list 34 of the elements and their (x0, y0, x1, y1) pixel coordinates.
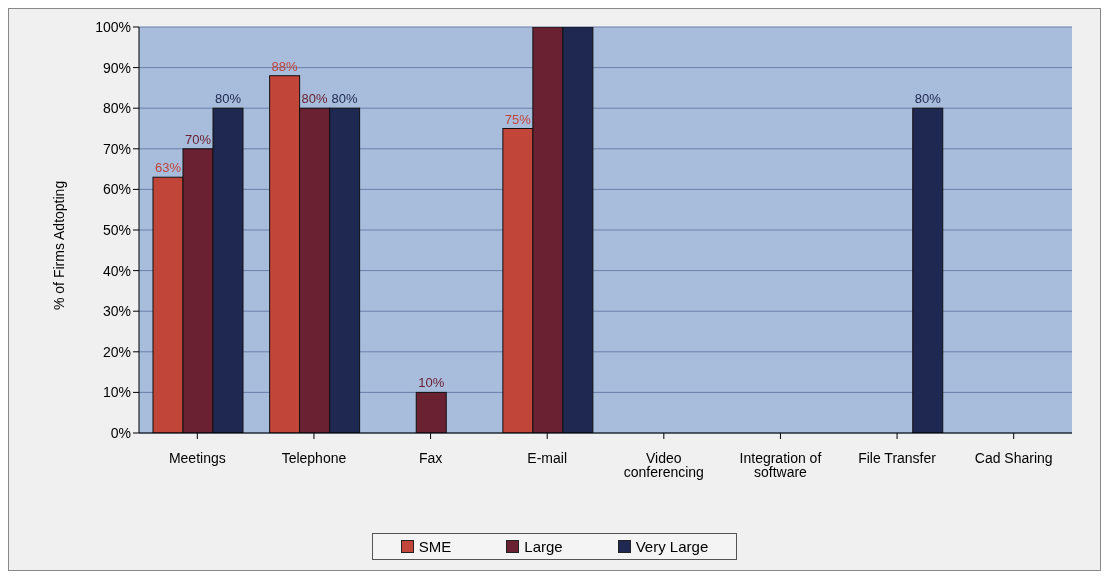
y-tick-label: 50% (102, 221, 131, 238)
legend-label: Very Large (634, 538, 709, 555)
y-tick-label: 20% (102, 343, 131, 360)
y-tick-label: 40% (102, 262, 131, 279)
x-tick-label: Cad Sharing (974, 449, 1053, 466)
x-tick-label: Fax (418, 449, 443, 466)
x-tick-label: Video conferencing (623, 449, 704, 480)
y-tick-label: 90% (102, 59, 131, 76)
data-label: 75% (504, 111, 532, 127)
bar (912, 107, 944, 433)
legend-label: SME (417, 538, 452, 555)
y-tick-label: 0% (110, 424, 131, 441)
x-tick-label: Telephone (281, 449, 347, 466)
bar (415, 391, 447, 433)
y-tick-label: 10% (102, 384, 131, 401)
y-tick-label: 30% (102, 303, 131, 320)
data-label: 80% (331, 91, 359, 107)
data-label: 88% (271, 58, 299, 74)
data-label: 80% (301, 91, 329, 107)
data-label: 10% (418, 375, 445, 391)
y-tick-label: 80% (102, 100, 131, 117)
x-tick-label: Integration of software (739, 449, 822, 480)
x-tick-label: File Transfer (858, 449, 937, 466)
data-label: 70% (184, 131, 212, 147)
data-label: 80% (914, 91, 942, 107)
x-tick-label: E-mail (527, 449, 568, 466)
y-tick-label: 70% (102, 140, 131, 157)
y-tick-label: 60% (102, 181, 131, 198)
y-axis-title: % of Firms Adtopting (50, 180, 67, 310)
data-label: 80% (214, 91, 242, 107)
data-label: 63% (154, 160, 182, 176)
x-tick-label: Meetings (168, 449, 226, 466)
y-tick-label: 100% (95, 18, 131, 35)
legend-label: Large (523, 538, 563, 555)
